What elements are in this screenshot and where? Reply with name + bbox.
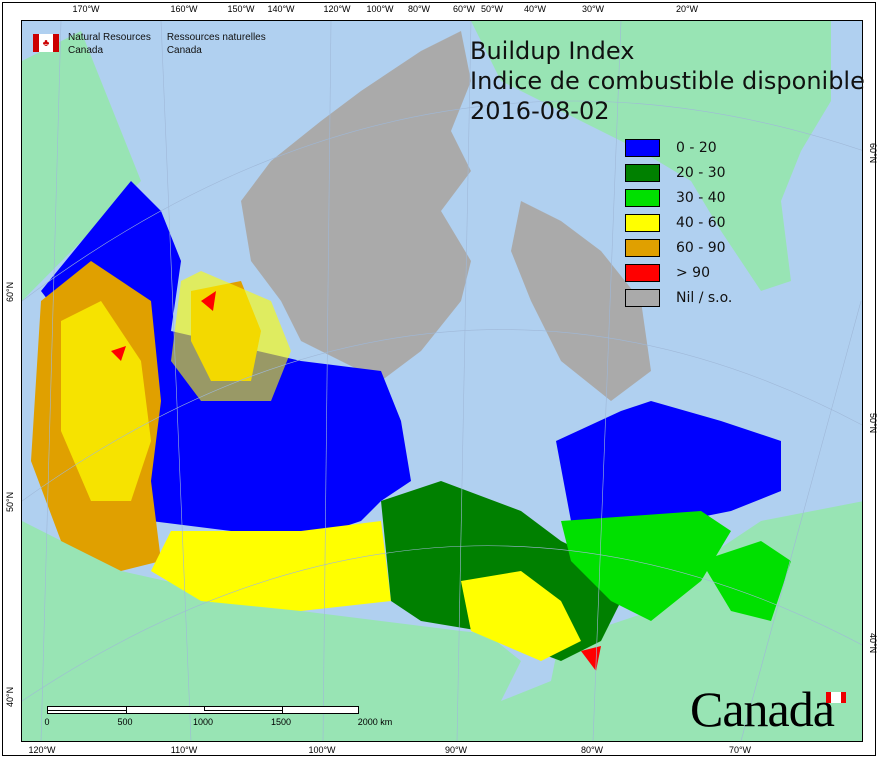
tick-label: 40°N <box>5 686 15 707</box>
scale-label: 500 <box>117 717 133 727</box>
tick-label: 120°W <box>323 4 351 14</box>
zone-red-spot <box>201 291 216 311</box>
legend-label: 60 - 90 <box>676 239 726 256</box>
title-en: Buildup Index <box>470 37 635 65</box>
scale-label: 2000 km <box>357 717 393 727</box>
tick-label: 30°W <box>581 4 605 14</box>
zone-ontario-yellow <box>461 571 581 661</box>
tick-label: 140°W <box>267 4 295 14</box>
tick-label: 110°W <box>170 745 198 755</box>
zone-bc-yellow <box>61 301 151 501</box>
tick-label: 160°W <box>170 4 198 14</box>
legend-swatch <box>625 138 660 157</box>
canada-flag-logo: ♣ <box>33 34 59 52</box>
tick-label: 120°W <box>28 745 56 755</box>
arctic-islands <box>241 31 471 381</box>
legend-swatch <box>625 288 660 307</box>
scale-label: 1500 <box>270 717 292 727</box>
tick-label: 170°W <box>72 4 100 14</box>
zone-maritimes <box>701 541 791 621</box>
legend-label: 20 - 30 <box>676 164 726 181</box>
legend-label: 0 - 20 <box>676 139 717 156</box>
map-canvas <box>22 21 862 741</box>
legend-label: 40 - 60 <box>676 214 726 231</box>
graticule <box>22 21 862 741</box>
tick-label: 40°W <box>523 4 547 14</box>
tick-label: 20°W <box>675 4 699 14</box>
legend-swatch <box>625 188 660 207</box>
scale-label: 0 <box>44 717 50 727</box>
agency-en-line2: Canada <box>68 45 104 56</box>
legend-item: 30 - 40 <box>625 185 732 210</box>
map-title: Buildup Index Indice de combustible disp… <box>470 36 865 126</box>
tick-label: 60°N <box>868 143 878 164</box>
zone-quebec-0-20 <box>556 401 781 531</box>
legend-item: 60 - 90 <box>625 235 732 260</box>
agency-en-line1: Natural Resources <box>68 32 151 43</box>
tick-label: 80°W <box>407 4 431 14</box>
scale-segment <box>204 707 283 711</box>
usa-land <box>22 501 862 741</box>
legend-swatch <box>625 163 660 182</box>
scale-segment <box>48 707 126 711</box>
legend-item: 0 - 20 <box>625 135 732 160</box>
zone-quebec-green <box>561 511 731 621</box>
tick-label: 50°W <box>480 4 504 14</box>
tick-label: 50°N <box>868 413 878 434</box>
tick-label: 90°W <box>444 745 468 755</box>
tick-label: 150°W <box>227 4 255 14</box>
tick-label: 100°W <box>366 4 394 14</box>
zone-red-spot <box>111 346 126 361</box>
tick-label: 100°W <box>308 745 336 755</box>
wordmark-flag-icon <box>826 692 846 703</box>
legend-item: 40 - 60 <box>625 210 732 235</box>
title-fr: Indice de combustible disponible <box>470 67 865 95</box>
baffin-nil <box>511 201 651 401</box>
nrcan-signature: ♣ Natural Resources Canada Ressources na… <box>33 31 266 57</box>
legend-item: Nil / s.o. <box>625 285 732 310</box>
scale-label: 1000 <box>192 717 214 727</box>
legend-item: > 90 <box>625 260 732 285</box>
legend-label: > 90 <box>676 264 710 281</box>
buildup-index-map: ♣ Natural Resources Canada Ressources na… <box>21 20 863 742</box>
map-date: 2016-08-02 <box>470 97 610 125</box>
agency-fr-line2: Canada <box>166 45 202 56</box>
tick-label: 60°W <box>452 4 476 14</box>
zone-prairie <box>151 521 391 611</box>
tick-label: 50°N <box>5 491 15 512</box>
scale-bar <box>47 706 359 714</box>
agency-fr-line1: Ressources naturelles <box>166 32 266 43</box>
tick-label: 70°W <box>728 745 752 755</box>
legend-swatch <box>625 213 660 232</box>
tick-label: 80°W <box>580 745 604 755</box>
legend-swatch <box>625 238 660 257</box>
alaska-land <box>22 31 141 301</box>
canada-wordmark: Canada <box>690 681 835 737</box>
tick-label: 60°N <box>5 281 15 302</box>
legend-label: Nil / s.o. <box>676 289 733 306</box>
tick-label: 40°N <box>868 633 878 654</box>
legend-label: 30 - 40 <box>676 189 726 206</box>
legend-swatch <box>625 263 660 282</box>
zone-nwt-yellow <box>171 271 291 401</box>
legend-item: 20 - 30 <box>625 160 732 185</box>
legend: 0 - 20 20 - 30 30 - 40 40 - 60 60 - 90 >… <box>625 135 732 310</box>
